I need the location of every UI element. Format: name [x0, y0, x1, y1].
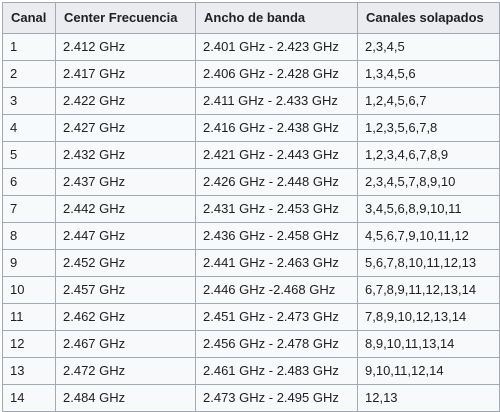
cell-ancho-de-banda: 2.451 GHz - 2.473 GHz	[195, 303, 358, 331]
table-row: 10 2.457 GHz 2.446 GHz -2.468 GHz 6,7,8,9,1…	[2, 276, 500, 304]
header-center-frecuencia: Center Frecuencia	[55, 2, 196, 34]
cell-canal: 2	[2, 60, 56, 88]
cell-ancho-de-banda: 2.411 GHz - 2.433 GHz	[195, 87, 358, 115]
table-row: 4 2.427 GHz 2.416 GHz - 2.438 GHz 1,2,3,5,6…	[2, 114, 500, 142]
cell-center-frecuencia: 2.432 GHz	[55, 141, 196, 169]
cell-center-frecuencia: 2.442 GHz	[55, 195, 196, 223]
table-row: 9 2.452 GHz 2.441 GHz - 2.463 GHz 5,6,7,8,1…	[2, 249, 500, 277]
cell-center-frecuencia: 2.467 GHz	[55, 330, 196, 358]
cell-canal: 14	[2, 384, 56, 412]
cell-canales-solapados: 4,5,6,7,9,10,11,12	[357, 222, 500, 250]
cell-canal: 6	[2, 168, 56, 196]
table-row: 13 2.472 GHz 2.461 GHz - 2.483 GHz 9,10,11,…	[2, 357, 500, 385]
cell-ancho-de-banda: 2.431 GHz - 2.453 GHz	[195, 195, 358, 223]
cell-canales-solapados: 1,3,4,5,6	[357, 60, 500, 88]
cell-center-frecuencia: 2.452 GHz	[55, 249, 196, 277]
cell-center-frecuencia: 2.472 GHz	[55, 357, 196, 385]
table-row: 8 2.447 GHz 2.436 GHz - 2.458 GHz 4,5,6,7,9…	[2, 222, 500, 250]
cell-center-frecuencia: 2.437 GHz	[55, 168, 196, 196]
table-row: 3 2.422 GHz 2.411 GHz - 2.433 GHz 1,2,4,5,6…	[2, 87, 500, 115]
header-ancho-de-banda: Ancho de banda	[195, 2, 358, 34]
table-row: 2 2.417 GHz 2.406 GHz - 2.428 GHz 1,3,4,5,6	[2, 60, 500, 88]
table-row: 6 2.437 GHz 2.426 GHz - 2.448 GHz 2,3,4,5,7…	[2, 168, 500, 196]
cell-ancho-de-banda: 2.436 GHz - 2.458 GHz	[195, 222, 358, 250]
cell-canales-solapados: 1,2,3,4,6,7,8,9	[357, 141, 500, 169]
table-body: 1 2.412 GHz 2.401 GHz - 2.423 GHz 2,3,4,5 2 2…	[2, 33, 500, 412]
cell-canales-solapados: 5,6,7,8,10,11,12,13	[357, 249, 500, 277]
cell-canal: 10	[2, 276, 56, 304]
cell-canal: 9	[2, 249, 56, 277]
table-row: 7 2.442 GHz 2.431 GHz - 2.453 GHz 3,4,5,6,8…	[2, 195, 500, 223]
cell-ancho-de-banda: 2.406 GHz - 2.428 GHz	[195, 60, 358, 88]
cell-center-frecuencia: 2.484 GHz	[55, 384, 196, 412]
table-row: 14 2.484 GHz 2.473 GHz - 2.495 GHz 12,13	[2, 384, 500, 412]
cell-ancho-de-banda: 2.473 GHz - 2.495 GHz	[195, 384, 358, 412]
cell-ancho-de-banda: 2.421 GHz - 2.443 GHz	[195, 141, 358, 169]
cell-canal: 11	[2, 303, 56, 331]
cell-canales-solapados: 2,3,4,5,7,8,9,10	[357, 168, 500, 196]
cell-center-frecuencia: 2.417 GHz	[55, 60, 196, 88]
cell-canales-solapados: 3,4,5,6,8,9,10,11	[357, 195, 500, 223]
table-row: 11 2.462 GHz 2.451 GHz - 2.473 GHz 7,8,9,10…	[2, 303, 500, 331]
cell-canal: 3	[2, 87, 56, 115]
cell-canales-solapados: 1,2,4,5,6,7	[357, 87, 500, 115]
cell-center-frecuencia: 2.427 GHz	[55, 114, 196, 142]
cell-canales-solapados: 8,9,10,11,13,14	[357, 330, 500, 358]
cell-ancho-de-banda: 2.461 GHz - 2.483 GHz	[195, 357, 358, 385]
cell-canales-solapados: 12,13	[357, 384, 500, 412]
cell-ancho-de-banda: 2.441 GHz - 2.463 GHz	[195, 249, 358, 277]
cell-ancho-de-banda: 2.401 GHz - 2.423 GHz	[195, 33, 358, 61]
cell-canal: 8	[2, 222, 56, 250]
cell-ancho-de-banda: 2.456 GHz - 2.478 GHz	[195, 330, 358, 358]
cell-canal: 7	[2, 195, 56, 223]
cell-canal: 12	[2, 330, 56, 358]
cell-canal: 5	[2, 141, 56, 169]
cell-canales-solapados: 1,2,3,5,6,7,8	[357, 114, 500, 142]
cell-canal: 1	[2, 33, 56, 61]
cell-canales-solapados: 9,10,11,12,14	[357, 357, 500, 385]
cell-canales-solapados: 7,8,9,10,12,13,14	[357, 303, 500, 331]
cell-ancho-de-banda: 2.426 GHz - 2.448 GHz	[195, 168, 358, 196]
header-canales-solapados: Canales solapados	[357, 2, 500, 34]
cell-canales-solapados: 6,7,8,9,11,12,13,14	[357, 276, 500, 304]
table-row: 12 2.467 GHz 2.456 GHz - 2.478 GHz 8,9,10,1…	[2, 330, 500, 358]
cell-canal: 4	[2, 114, 56, 142]
table-header-row: Canal Center Frecuencia Ancho de banda C…	[2, 2, 500, 34]
header-canal: Canal	[2, 2, 56, 34]
cell-canales-solapados: 2,3,4,5	[357, 33, 500, 61]
table-row: 5 2.432 GHz 2.421 GHz - 2.443 GHz 1,2,3,4,6…	[2, 141, 500, 169]
table-row: 1 2.412 GHz 2.401 GHz - 2.423 GHz 2,3,4,5	[2, 33, 500, 61]
cell-center-frecuencia: 2.462 GHz	[55, 303, 196, 331]
cell-center-frecuencia: 2.422 GHz	[55, 87, 196, 115]
cell-center-frecuencia: 2.447 GHz	[55, 222, 196, 250]
cell-center-frecuencia: 2.412 GHz	[55, 33, 196, 61]
cell-canal: 13	[2, 357, 56, 385]
cell-center-frecuencia: 2.457 GHz	[55, 276, 196, 304]
cell-ancho-de-banda: 2.446 GHz -2.468 GHz	[195, 276, 358, 304]
cell-ancho-de-banda: 2.416 GHz - 2.438 GHz	[195, 114, 358, 142]
